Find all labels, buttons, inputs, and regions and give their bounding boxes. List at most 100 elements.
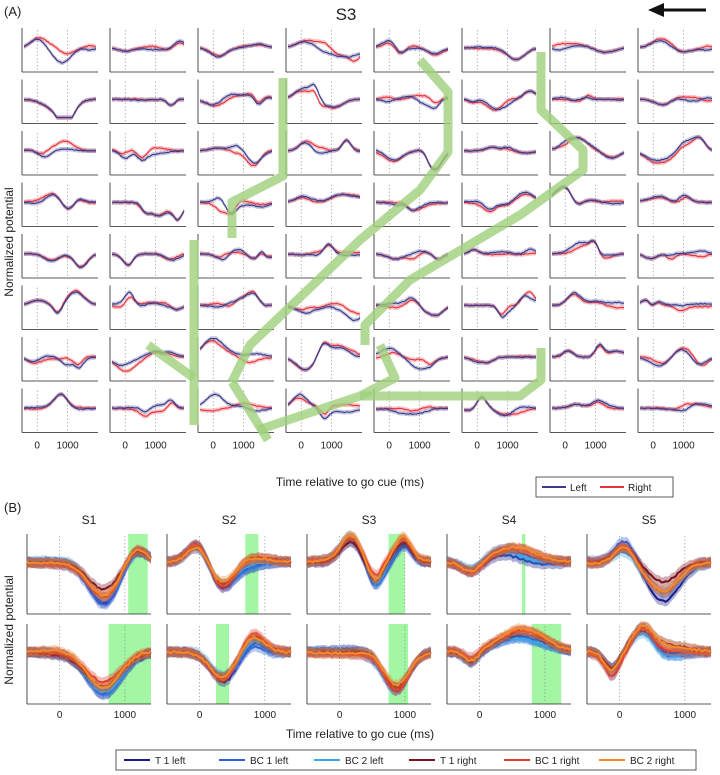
electrode-subplot	[285, 79, 362, 124]
legend-entry-label: BC 1 left	[250, 756, 289, 767]
left-sem-band	[640, 297, 712, 309]
panel-a-title: S3	[336, 5, 357, 24]
left-sem-band	[376, 295, 448, 318]
left-trace	[287, 343, 361, 371]
left-trace	[639, 348, 713, 367]
tick-label: 1000	[674, 710, 697, 721]
left-trace	[551, 240, 625, 256]
electrode-subplot	[461, 79, 538, 124]
left-sem-band	[200, 41, 272, 60]
left-sem-band	[464, 293, 536, 320]
tick-label: 0	[617, 710, 623, 721]
condition-trace	[586, 627, 712, 677]
condition-sem-band	[27, 545, 151, 604]
electrode-subplot	[285, 337, 362, 382]
legend-right-label: Right	[628, 483, 652, 494]
electrode-subplot	[549, 285, 626, 330]
left-trace	[463, 146, 537, 154]
subject-title: S2	[222, 513, 237, 527]
condition-sem-band	[167, 641, 291, 682]
left-trace	[287, 305, 361, 322]
condition-sem-band	[27, 544, 151, 603]
green-path	[360, 52, 588, 345]
left-trace	[463, 46, 537, 61]
legend-entry-label: BC 2 left	[345, 756, 384, 767]
left-sem-band	[112, 251, 184, 268]
left-trace	[199, 93, 273, 106]
electrode-subplot	[197, 79, 274, 124]
left-trace	[23, 252, 97, 268]
legend-entry-label: T 1 left	[155, 756, 186, 767]
electrode-subplot	[549, 28, 626, 73]
electrode-subplot	[21, 131, 98, 176]
right-trace	[111, 402, 185, 417]
electrode-subplot	[637, 131, 714, 176]
electrode-subplot	[373, 79, 450, 124]
panel-b-label: (B)	[4, 500, 21, 515]
left-sem-band	[24, 96, 96, 120]
left-trace	[639, 40, 713, 53]
left-trace	[551, 343, 625, 359]
left-trace	[199, 144, 273, 164]
electrode-subplot	[637, 234, 714, 279]
left-sem-band	[640, 134, 712, 163]
tick-label-1000: 1000	[232, 441, 255, 452]
condition-sem-band	[587, 541, 711, 597]
tick-label-0: 0	[474, 441, 480, 452]
green-path	[145, 341, 197, 382]
condition-sem-band	[167, 637, 291, 688]
left-trace	[24, 98, 97, 119]
significance-window	[215, 624, 229, 704]
right-sem-band	[200, 42, 272, 58]
subject-panels: S1 S2 S3 S4 S5 0 1000 0 1000 0 1000 0 1000 0 1000	[26, 513, 712, 721]
right-trace	[287, 341, 361, 371]
left-trace	[463, 396, 537, 417]
left-sem-band	[288, 191, 360, 204]
left-trace	[111, 399, 185, 413]
left-trace	[463, 356, 537, 364]
condition-sem-band	[27, 644, 151, 693]
tick-label: 1000	[534, 710, 557, 721]
condition-sem-band	[27, 546, 151, 595]
right-sem-band	[552, 184, 624, 206]
left-trace	[23, 291, 97, 314]
tick-label-0: 0	[562, 441, 568, 452]
green-path	[227, 57, 453, 384]
right-sem-band	[288, 38, 360, 64]
electrode-subplot	[21, 28, 98, 73]
electrode-subplot	[285, 182, 362, 227]
left-trace	[463, 295, 537, 319]
left-trace	[551, 291, 625, 306]
significance-window	[522, 534, 526, 614]
condition-trace	[446, 545, 572, 573]
right-trace	[639, 299, 713, 312]
right-trace	[639, 402, 713, 410]
tick-label-1000: 1000	[672, 441, 695, 452]
condition-sem-band	[167, 631, 291, 683]
left-trace	[463, 248, 537, 255]
panel-a-label: (A)	[4, 4, 21, 19]
condition-sem-band	[27, 646, 151, 697]
condition-trace	[26, 648, 152, 689]
electrode-subplot	[637, 285, 714, 330]
condition-sem-band	[587, 542, 711, 607]
right-trace	[23, 355, 97, 366]
electrode-subplot	[109, 28, 186, 73]
right-trace	[199, 402, 273, 412]
left-trace	[551, 96, 625, 101]
tick-label-0: 0	[122, 441, 128, 452]
subject-title: S5	[642, 513, 657, 527]
left-sem-band	[552, 94, 624, 103]
left-sem-band	[24, 192, 96, 211]
electrode-subplot	[549, 131, 626, 176]
right-sem-band	[376, 298, 448, 318]
condition-sem-band	[307, 536, 431, 585]
electrode-subplot	[637, 79, 714, 124]
electrode-subplot	[637, 337, 714, 382]
condition-sem-band	[27, 646, 151, 688]
left-trace	[111, 98, 184, 106]
electrode-subplot	[461, 182, 538, 227]
tick-label-1000: 1000	[584, 441, 607, 452]
electrode-subplot	[109, 131, 186, 176]
